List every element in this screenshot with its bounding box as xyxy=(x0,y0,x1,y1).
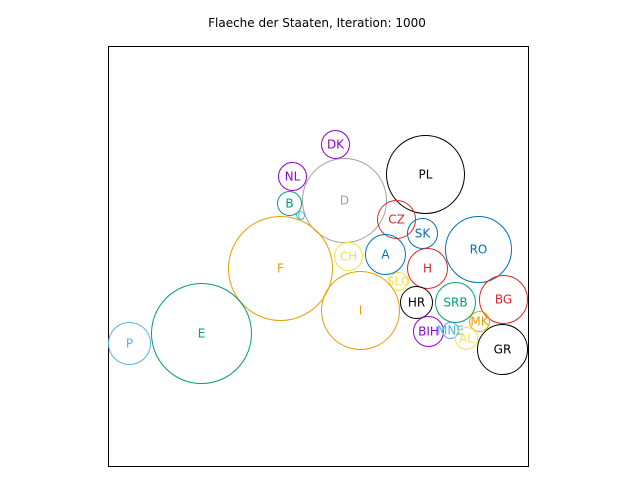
bubble-circle xyxy=(469,311,490,332)
bubble-label: A xyxy=(381,248,390,262)
bubble-circle xyxy=(296,211,305,220)
bubble-e: E xyxy=(151,283,252,384)
bubble-label: SK xyxy=(415,227,432,241)
bubble-circle xyxy=(413,316,444,347)
bubble-label: CZ xyxy=(388,213,405,227)
bubble-b: B xyxy=(277,191,302,216)
bubble-p: P xyxy=(108,322,151,365)
bubble-circle xyxy=(151,283,252,384)
plot-frame xyxy=(108,46,529,467)
bubble-circle xyxy=(228,216,333,321)
bubble-bih: BIH xyxy=(413,316,444,347)
bubble-label: CH xyxy=(340,250,357,264)
bubble-circle xyxy=(477,324,528,375)
bubble-circle xyxy=(389,272,408,291)
bubble-label: L xyxy=(297,209,304,223)
bubble-hr: HR xyxy=(400,286,433,319)
bubble-label: D xyxy=(340,194,349,208)
bubble-label: P xyxy=(126,337,133,351)
bubble-circle xyxy=(479,275,528,324)
bubble-circle xyxy=(278,162,307,191)
bubble-a: A xyxy=(365,234,406,275)
bubble-slo: SLO xyxy=(387,272,410,291)
bubble-sk: SK xyxy=(407,218,438,249)
bubble-srb: SRB xyxy=(435,282,476,323)
bubble-bg: BG xyxy=(479,275,528,324)
bubble-circle xyxy=(407,248,448,289)
bubble-d: D xyxy=(302,158,387,243)
chart-title: Flaeche der Staaten, Iteration: 1000 xyxy=(208,16,426,30)
bubble-al: AL xyxy=(455,327,478,350)
bubble-label: BG xyxy=(495,293,512,307)
bubble-circle xyxy=(321,130,350,159)
bubble-circle xyxy=(435,282,476,323)
bubble-label: H xyxy=(423,262,432,276)
bubble-circle xyxy=(455,327,478,350)
bubble-f: F xyxy=(228,216,333,321)
bubble-circle xyxy=(445,216,512,283)
bubble-label: NL xyxy=(285,170,301,184)
bubble-label: MNE xyxy=(437,324,464,338)
bubble-label: E xyxy=(198,327,206,341)
bubble-label: SRB xyxy=(443,296,467,310)
bubble-circle xyxy=(277,191,302,216)
bubble-gr: GR xyxy=(477,324,528,375)
bubble-circle xyxy=(407,218,438,249)
bubble-i: I xyxy=(321,271,400,350)
bubble-circle xyxy=(400,286,433,319)
bubble-label: PL xyxy=(419,168,433,182)
bubble-label: F xyxy=(277,262,284,276)
bubble-circle xyxy=(377,200,416,239)
bubble-nl: NL xyxy=(278,162,307,191)
bubble-label: I xyxy=(359,304,363,318)
bubble-ch: CH xyxy=(334,242,363,271)
bubble-h: H xyxy=(407,248,448,289)
bubble-mk: MK xyxy=(469,311,490,332)
bubble-label: DK xyxy=(327,138,345,152)
bubble-circle xyxy=(321,271,400,350)
bubble-label: HR xyxy=(408,296,425,310)
bubble-label: AL xyxy=(459,332,474,346)
bubble-ro: RO xyxy=(445,216,512,283)
bubble-pl: PL xyxy=(386,135,465,214)
bubble-dk: DK xyxy=(321,130,350,159)
bubble-label: B xyxy=(285,197,293,211)
bubble-label: BIH xyxy=(418,325,439,339)
bubble-l: L xyxy=(296,209,305,223)
bubble-circle xyxy=(386,135,465,214)
bubble-circle xyxy=(108,322,151,365)
bubble-label: GR xyxy=(494,343,512,357)
bubble-circle xyxy=(365,234,406,275)
bubble-label: RO xyxy=(470,243,488,257)
bubble-cz: CZ xyxy=(377,200,416,239)
bubble-label: SLO xyxy=(387,275,410,289)
bubble-circle xyxy=(334,242,363,271)
bubble-label: MK xyxy=(470,315,489,329)
bubble-circle xyxy=(302,158,387,243)
